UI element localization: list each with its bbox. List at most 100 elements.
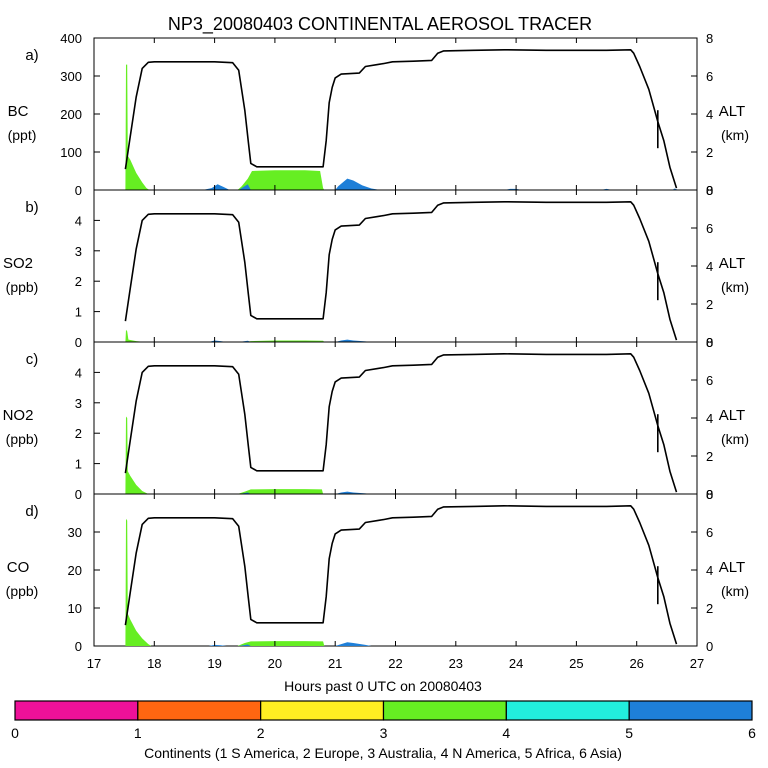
right-tick-label: 8 — [706, 183, 713, 198]
x-tick-label: 17 — [87, 656, 101, 671]
colorbar-tick-label: 6 — [748, 725, 756, 741]
colorbar-swatch-3 — [382, 700, 507, 721]
panel-frame — [93, 37, 698, 191]
right-tick-label: 2 — [706, 449, 713, 464]
right-tick-label: 4 — [706, 259, 713, 274]
panel-b: 0 1 2 3 4 0 2 4 6 8 b) SO2 (ppb) ALT (km) — [3, 183, 749, 350]
tracer-area-australia — [125, 329, 325, 342]
right-tick-label: 0 — [706, 487, 713, 502]
left-axis-unit: (ppb) — [6, 431, 39, 447]
left-tick-label: 1 — [75, 305, 82, 320]
panel-frame — [93, 493, 698, 647]
left-axis-unit: (ppt) — [8, 127, 37, 143]
x-tick-label: 27 — [690, 656, 704, 671]
left-axis-label: NO2 — [3, 407, 34, 424]
x-tick-label: 25 — [569, 656, 583, 671]
right-tick-label: 4 — [706, 411, 713, 426]
left-tick-label: 20 — [68, 563, 82, 578]
left-tick-label: 400 — [60, 31, 82, 46]
right-axis-label: ALT — [719, 103, 745, 120]
colorbar-tick-label: 0 — [11, 725, 19, 741]
left-tick-label: 200 — [60, 107, 82, 122]
right-tick-label: 8 — [706, 31, 713, 46]
tracer-area-australia — [125, 416, 324, 494]
colorbar-tick-label: 2 — [257, 725, 265, 741]
left-axis-label: SO2 — [3, 255, 33, 272]
colorbar-label: Continents (1 S America, 2 Europe, 3 Aus… — [144, 745, 622, 761]
right-tick-label: 6 — [706, 373, 713, 388]
left-tick-label: 30 — [68, 525, 82, 540]
right-axis-label: ALT — [719, 559, 745, 576]
left-tick-label: 0 — [75, 487, 82, 502]
colorbar-swatch-5 — [628, 700, 753, 721]
right-tick-label: 0 — [706, 639, 713, 654]
altitude-line — [124, 505, 678, 645]
panel-letter: b) — [25, 199, 38, 216]
left-tick-label: 0 — [75, 183, 82, 198]
colorbar-swatch-2 — [260, 700, 385, 721]
right-axis-unit: (km) — [721, 431, 749, 447]
x-tick-label: 23 — [449, 656, 463, 671]
x-axis-label: Hours past 0 UTC on 20080403 — [284, 678, 482, 694]
right-tick-label: 2 — [706, 297, 713, 312]
right-tick-label: 0 — [706, 335, 713, 350]
x-tick-label: 18 — [147, 656, 161, 671]
left-tick-label: 3 — [75, 244, 82, 259]
panel-a: 0 100 200 300 400 0 2 4 6 8 a) BC (ppt) ALT (km) — [8, 31, 749, 198]
x-tick-label: 22 — [388, 656, 402, 671]
x-tick-label: 24 — [509, 656, 523, 671]
panels: 010020030040002468a)BC(ppt)ALT(km)012340… — [3, 31, 749, 654]
right-tick-label: 4 — [706, 563, 713, 578]
left-axis-unit: (ppb) — [6, 279, 39, 295]
panel-frame — [93, 341, 698, 495]
altitude-line — [124, 353, 678, 493]
left-tick-label: 2 — [75, 426, 82, 441]
right-tick-label: 2 — [706, 601, 713, 616]
chart-title: NP3_20080403 CONTINENTAL AEROSOL TRACER — [168, 14, 592, 35]
colorbar-tick-label: 4 — [502, 725, 510, 741]
left-tick-label: 100 — [60, 145, 82, 160]
colorbar-tick-label: 3 — [380, 725, 388, 741]
right-tick-label: 8 — [706, 487, 713, 502]
right-tick-label: 8 — [706, 335, 713, 350]
tracer-area-asia — [238, 491, 372, 494]
x-tick-label: 20 — [268, 656, 282, 671]
colorbar-swatch-4 — [505, 700, 630, 721]
left-tick-label: 4 — [75, 213, 82, 228]
panel-letter: d) — [25, 503, 38, 520]
left-tick-label: 2 — [75, 274, 82, 289]
left-axis-unit: (ppb) — [6, 583, 39, 599]
right-axis-label: ALT — [719, 407, 745, 424]
panel-d: 0 10 20 30 0 2 4 6 8 d) CO (ppb) ALT (km) — [6, 487, 749, 654]
left-tick-label: 4 — [75, 365, 82, 380]
panel-frame — [93, 189, 698, 343]
left-tick-label: 10 — [68, 601, 82, 616]
panel-letter: c) — [26, 351, 39, 368]
x-tick-label: 21 — [328, 656, 342, 671]
tracer-area-asia — [208, 339, 372, 342]
left-tick-label: 3 — [75, 396, 82, 411]
right-tick-label: 2 — [706, 145, 713, 160]
right-tick-label: 6 — [706, 525, 713, 540]
colorbar-tick-label: 1 — [134, 725, 142, 741]
colorbar: 0 1 2 3 4 5 6 — [11, 700, 756, 741]
right-axis-unit: (km) — [721, 583, 749, 599]
colorbar-swatch-0 — [14, 700, 139, 721]
tracer-area-asia — [202, 178, 679, 190]
altitude-line — [124, 49, 678, 189]
right-tick-label: 6 — [706, 221, 713, 236]
right-axis-unit: (km) — [721, 279, 749, 295]
right-axis-unit: (km) — [721, 127, 749, 143]
left-tick-label: 300 — [60, 69, 82, 84]
panel-c: 0 1 2 3 4 0 2 4 6 8 c) NO2 (ppb) ALT (km) — [3, 335, 749, 502]
colorbar-tick-label: 5 — [625, 725, 633, 741]
x-tick-label: 19 — [207, 656, 221, 671]
right-axis-label: ALT — [719, 255, 745, 272]
tracer-area-australia — [125, 518, 325, 646]
tracer-area-australia — [125, 64, 325, 190]
tracer-area-asia — [208, 642, 372, 646]
left-tick-label: 0 — [75, 639, 82, 654]
left-axis-label: BC — [8, 103, 29, 120]
left-axis-label: CO — [7, 559, 30, 576]
